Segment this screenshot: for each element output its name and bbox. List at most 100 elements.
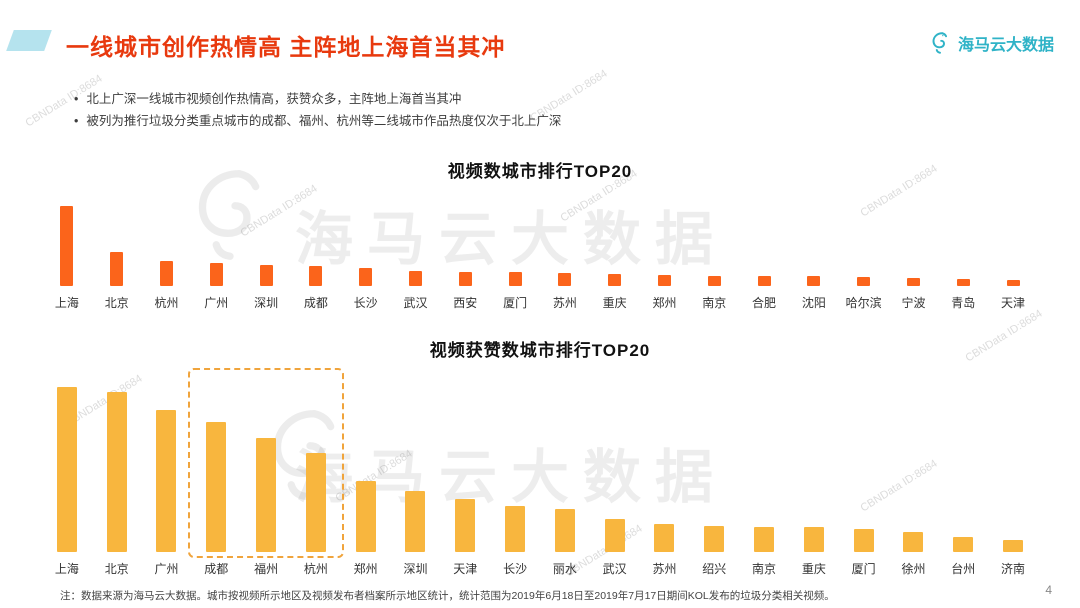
haima-logo-icon: [932, 32, 948, 54]
chart2-title: 视频获赞数城市排行TOP20: [429, 341, 651, 360]
bar-column: 杭州: [142, 198, 192, 310]
bar-category-label: 天津: [453, 562, 478, 576]
bar: [259, 265, 273, 286]
bar-column: 绍兴: [689, 372, 739, 576]
bar-column: 济南: [988, 372, 1038, 576]
bar: [106, 392, 127, 552]
bar: [508, 272, 522, 286]
bar: [355, 481, 376, 552]
bar-category-label: 合肥: [752, 296, 777, 310]
page-number: 4: [1045, 583, 1052, 597]
bar-category-label: 杭州: [303, 562, 328, 576]
bar-column: 北京: [92, 372, 142, 576]
bar: [458, 272, 472, 286]
bar-column: 福州: [241, 372, 291, 576]
bar-category-label: 天津: [1001, 296, 1026, 310]
bar: [857, 277, 871, 286]
bar-category-label: 厦门: [851, 562, 876, 576]
bar-category-label: 苏州: [652, 562, 677, 576]
bar-column: 郑州: [640, 198, 690, 310]
bar-column: 重庆: [789, 372, 839, 576]
bar-column: 郑州: [341, 372, 391, 576]
accent-shape: [6, 30, 52, 51]
bar-category-label: 武汉: [403, 296, 428, 310]
bar-column: 深圳: [391, 372, 441, 576]
bullet-text: 被列为推行垃圾分类重点城市的成都、福州、杭州等二线城市作品热度仅次于北上广深: [86, 114, 562, 128]
bar: [455, 499, 476, 552]
bar-category-label: 成都: [303, 296, 328, 310]
bar: [110, 252, 124, 286]
bar: [408, 271, 422, 286]
summary-bullets: 北上广深一线城市视频创作热情高，获赞众多，主阵地上海首当其冲 被列为推行垃圾分类…: [60, 88, 561, 132]
bar-column: 杭州: [291, 372, 341, 576]
bar-category-label: 丽水: [552, 562, 577, 576]
bar-column: 长沙: [341, 198, 391, 310]
bar-category-label: 重庆: [602, 296, 627, 310]
bar-category-label: 重庆: [801, 562, 826, 576]
bar-category-label: 厦门: [503, 296, 528, 310]
bar-column: 丽水: [540, 372, 590, 576]
bar-column: 广州: [191, 198, 241, 310]
bar-column: 成都: [291, 198, 341, 310]
bar: [60, 206, 74, 286]
bar-column: 青岛: [938, 198, 988, 310]
bar-column: 南京: [739, 372, 789, 576]
bar-category-label: 西安: [453, 296, 478, 310]
bar: [256, 438, 277, 552]
bar-category-label: 青岛: [951, 296, 976, 310]
bar-category-label: 上海: [54, 562, 79, 576]
bar: [1003, 540, 1024, 552]
bar-column: 上海: [42, 198, 92, 310]
bar: [156, 410, 177, 552]
bar-column: 厦门: [490, 198, 540, 310]
bar-category-label: 深圳: [254, 296, 279, 310]
bar: [209, 263, 223, 286]
bar: [803, 527, 824, 552]
bar-category-label: 徐州: [901, 562, 926, 576]
source-note: 注：数据来源为海马云大数据。城市按视频所示地区及视频发布者档案所示地区统计，统计…: [60, 590, 835, 602]
bar: [405, 491, 426, 552]
bar: [953, 537, 974, 552]
bar-column: 南京: [689, 198, 739, 310]
bar-category-label: 台州: [951, 562, 976, 576]
bar-category-label: 长沙: [503, 562, 528, 576]
bar-category-label: 广州: [204, 296, 229, 310]
bar-category-label: 上海: [54, 296, 79, 310]
bar-category-label: 广州: [154, 562, 179, 576]
bar-column: 天津: [988, 198, 1038, 310]
bar: [554, 509, 575, 552]
bar-category-label: 深圳: [403, 562, 428, 576]
bar: [206, 422, 227, 552]
bar-category-label: 宁波: [901, 296, 926, 310]
bar: [704, 526, 725, 552]
bar-category-label: 北京: [104, 562, 129, 576]
bar: [309, 266, 323, 286]
bar-category-label: 济南: [1001, 562, 1026, 576]
bar-category-label: 沈阳: [801, 296, 826, 310]
bar-column: 北京: [92, 198, 142, 310]
chart2-bars: 上海 北京 广州 成都 福州 杭州 郑州 深圳 天津 长沙 丽水 武汉 苏州 绍兴 南京 重庆 厦门 徐州 台州 济南: [42, 368, 1038, 576]
bar-column: 武汉: [590, 372, 640, 576]
bar: [903, 532, 924, 552]
bar-column: 苏州: [540, 198, 590, 310]
bar-column: 宁波: [889, 198, 939, 310]
bar-column: 合肥: [739, 198, 789, 310]
bar: [754, 527, 775, 552]
bar-column: 成都: [191, 372, 241, 576]
bar: [906, 278, 920, 286]
bar: [56, 387, 77, 552]
brand-logo-text: 海马云大数据: [957, 37, 1054, 54]
page-title: 一线城市创作热情高 主阵地上海首当其冲: [66, 34, 506, 60]
bar-column: 西安: [440, 198, 490, 310]
bar: [707, 276, 721, 286]
bar-column: 上海: [42, 372, 92, 576]
bar-category-label: 郑州: [652, 296, 677, 310]
bar-category-label: 郑州: [353, 562, 378, 576]
bar-category-label: 武汉: [602, 562, 627, 576]
bar: [505, 506, 526, 552]
bar-category-label: 杭州: [154, 296, 179, 310]
bar-column: 厦门: [839, 372, 889, 576]
chart1-title: 视频数城市排行TOP20: [447, 162, 633, 181]
bar: [657, 275, 671, 286]
